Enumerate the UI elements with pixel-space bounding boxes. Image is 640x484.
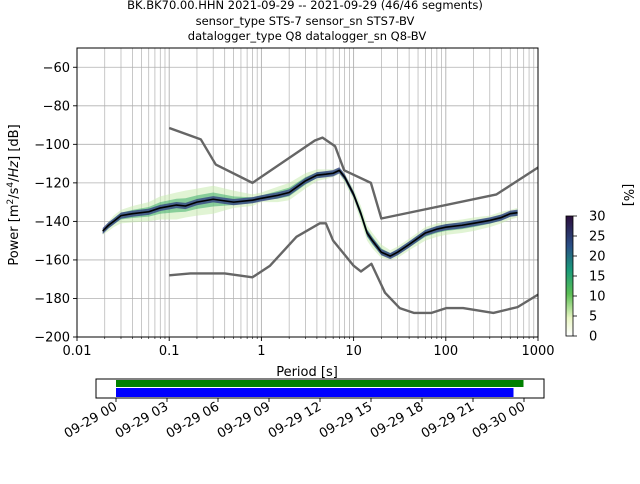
x-tick-label: 10 — [345, 344, 362, 359]
y-tick-label: −60 — [43, 61, 70, 76]
colorbar: 0 5 10 15 20 25 30 [%] — [565, 184, 635, 345]
colorbar-label: [%] — [620, 184, 635, 207]
data-coverage-bar — [116, 380, 524, 387]
x-tick-label: 1 — [257, 344, 265, 359]
series-lines — [102, 126, 539, 315]
x-axis-ticks: 0.01 0.1 1 10 100 1000 — [63, 337, 555, 359]
colorbar-tick-label: 5 — [589, 310, 597, 325]
y-tick-label: −200 — [34, 331, 70, 346]
y-tick-label: −180 — [34, 292, 70, 307]
timeline-tick-label: 09-29 12 — [266, 399, 324, 441]
colorbar-tick-label: 0 — [589, 330, 597, 345]
timeline-tick-label: 09-29 06 — [164, 399, 222, 441]
x-tick-label: 100 — [433, 344, 458, 359]
plot-area: 0.01 0.1 1 10 100 1000 −200 −180 −160 −140 −120 −1… — [34, 47, 555, 359]
psd-band-outer — [102, 167, 518, 260]
timeline-tick-label: 09-29 18 — [368, 399, 426, 441]
x-tick-label: 0.01 — [63, 344, 92, 359]
colorbar-tick-label: 15 — [589, 270, 606, 285]
plot-background — [77, 48, 538, 337]
mean-psd-line — [102, 169, 518, 257]
low-noise-model-line — [169, 222, 539, 315]
x-axis-label: Period [s] — [276, 365, 338, 380]
colorbar-tick-label: 30 — [589, 210, 606, 225]
timeline-tick-label: 09-29 15 — [317, 399, 375, 441]
chart-title-line3: datalogger_type Q8 datalogger_sn Q8-BV — [188, 29, 427, 43]
colorbar-ticks: 0 5 10 15 20 25 30 — [573, 210, 606, 345]
y-tick-label: −140 — [34, 215, 70, 230]
y-axis-ticks: −200 −180 −160 −140 −120 −100 −80 −60 — [34, 61, 77, 346]
plot-frame — [76, 47, 539, 338]
timeline-tick-label: 09-29 21 — [419, 399, 477, 441]
y-axis-label: Power [m2/s4/Hz] [dB] — [6, 124, 22, 265]
y-tick-label: −160 — [34, 253, 70, 268]
y-tick-label: −120 — [34, 176, 70, 191]
timeline-tick-label: 09-29 00 — [62, 399, 120, 441]
timeline-tick-label: 09-29 03 — [113, 399, 171, 441]
x-tick-label: 1000 — [521, 344, 554, 359]
colorbar-tick-label: 10 — [589, 290, 606, 305]
y-tick-label: −100 — [34, 138, 70, 153]
chart-title-line2: sensor_type STS-7 sensor_sn STS7-BV — [196, 14, 415, 28]
chart-title-line1: BK.BK70.00.HHN 2021-09-29 -- 2021-09-29 … — [127, 0, 483, 12]
psd-coverage-bar — [116, 388, 514, 397]
high-noise-model-line — [168, 126, 539, 220]
timeline-tick-label: 09-30 00 — [470, 399, 528, 441]
psd-density-band — [102, 167, 518, 260]
colorbar-tick-label: 25 — [589, 230, 606, 245]
colorbar-tick-label: 20 — [589, 250, 606, 265]
y-tick-label: −80 — [43, 99, 70, 114]
x-tick-label: 0.1 — [159, 344, 180, 359]
colorbar-gradient — [565, 215, 574, 337]
timeline-tick-label: 09-29 09 — [215, 399, 273, 441]
